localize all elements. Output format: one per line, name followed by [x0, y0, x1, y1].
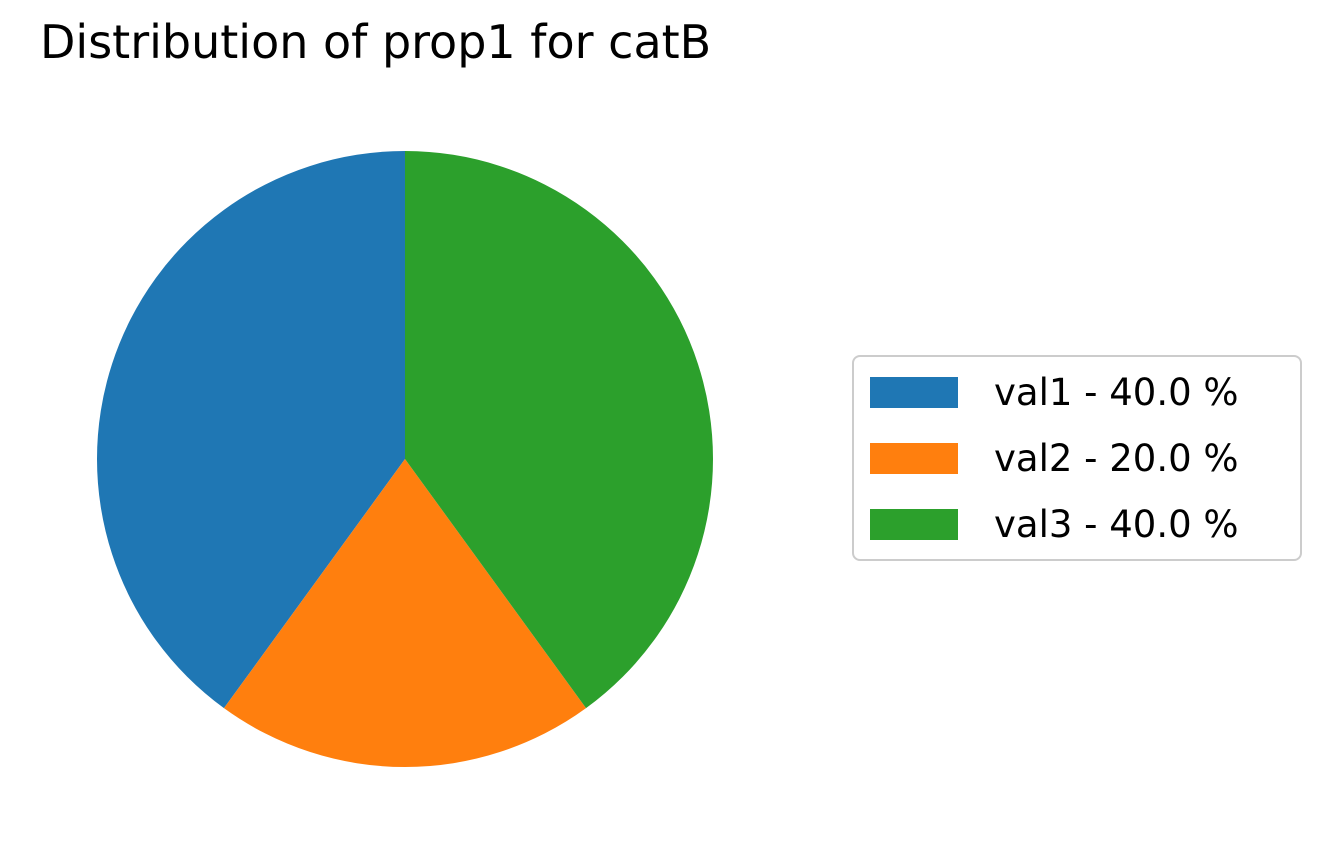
legend-item-val3: val3 - 40.0 %	[870, 502, 1239, 546]
legend-label-val1: val1 - 40.0 %	[994, 370, 1239, 414]
pie-slice-val3	[405, 151, 713, 709]
legend-label-val2: val2 - 20.0 %	[994, 436, 1239, 480]
pie-slice-val1	[96, 151, 405, 709]
legend-item-val1: val1 - 40.0 %	[870, 370, 1239, 414]
legend-swatch-val3	[870, 508, 958, 540]
legend: val1 - 40.0 % val2 - 20.0 % val3 - 40.0 …	[852, 355, 1302, 561]
legend-label-val3: val3 - 40.0 %	[994, 502, 1239, 546]
chart-title: Distribution of prop1 for catB	[40, 15, 712, 69]
pie-slice-val2	[223, 459, 587, 768]
legend-swatch-val2	[870, 442, 958, 474]
legend-item-val2: val2 - 20.0 %	[870, 436, 1239, 480]
legend-swatch-val1	[870, 376, 958, 408]
